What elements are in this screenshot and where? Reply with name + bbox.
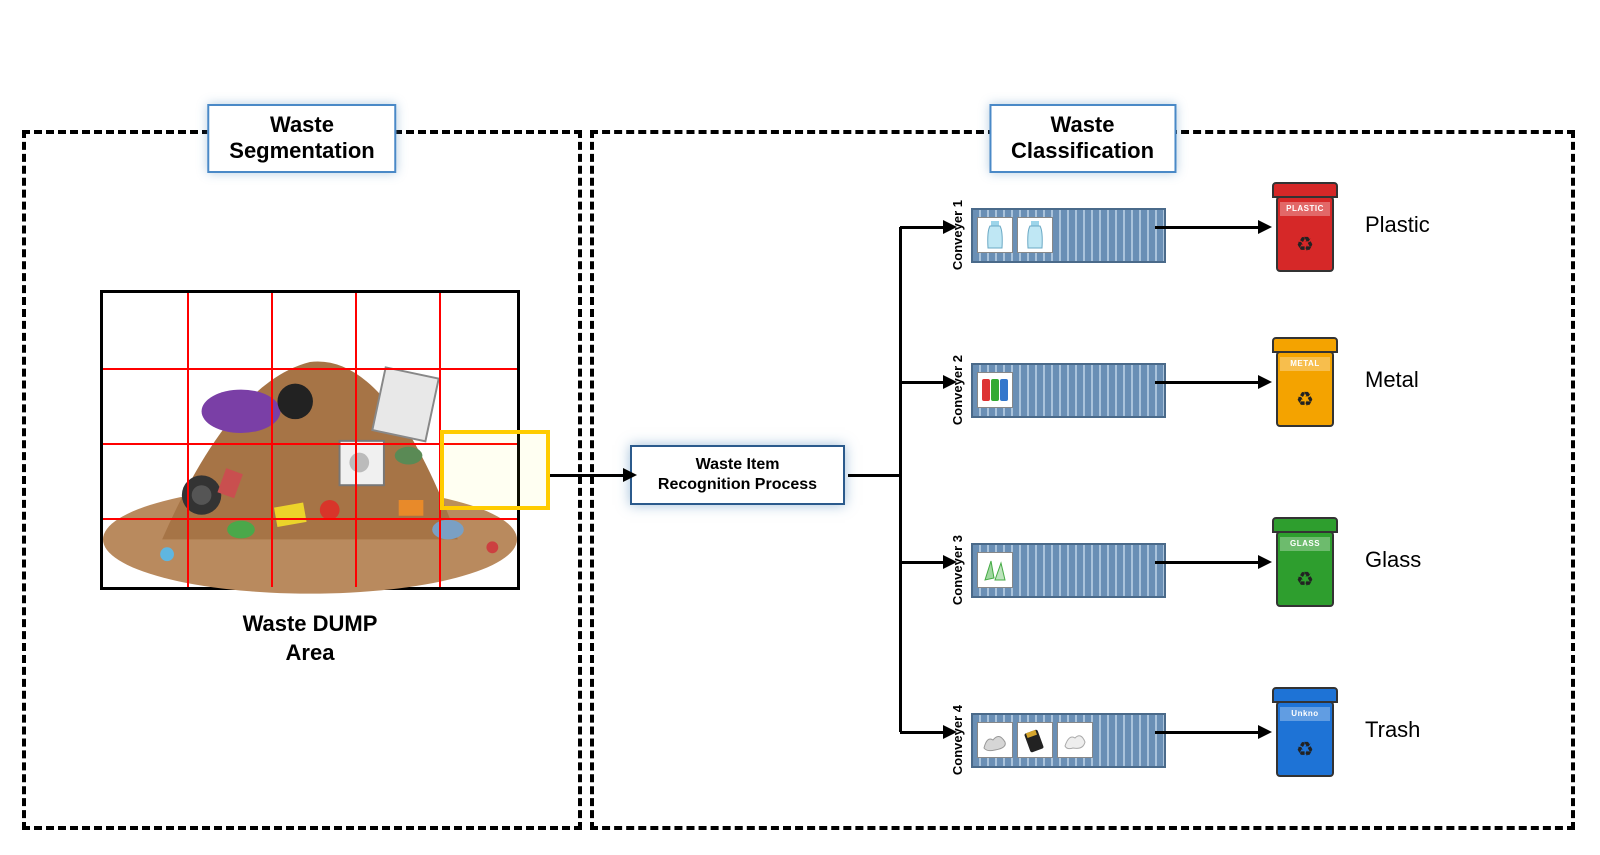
bin-tag: GLASS xyxy=(1280,537,1330,551)
conveyor-row: Conveyer 2 xyxy=(950,355,1166,425)
arrow-line xyxy=(550,474,625,477)
recycle-bin-plastic: PLASTIC ♻ xyxy=(1270,182,1340,272)
bin-tag: PLASTIC xyxy=(1280,202,1330,216)
arrow-head-icon xyxy=(943,725,957,739)
conveyor-label: Conveyer 3 xyxy=(950,535,965,605)
belt-item-bottle xyxy=(1017,217,1053,253)
arrow-head-icon xyxy=(943,555,957,569)
arrow-line xyxy=(900,731,945,734)
waste-dump-label: Waste DUMP Area xyxy=(220,610,400,667)
arrow-head-icon xyxy=(1258,725,1272,739)
bin-tag: Unkno xyxy=(1280,707,1330,721)
recycle-icon: ♻ xyxy=(1289,733,1321,765)
recognition-process-box: Waste Item Recognition Process xyxy=(630,445,845,505)
arrow-line xyxy=(900,561,945,564)
belt-item-bottle xyxy=(977,217,1013,253)
belt-item-battery xyxy=(1017,722,1053,758)
classification-title: Waste Classification xyxy=(989,104,1176,173)
bin-label: Plastic xyxy=(1365,212,1430,238)
bin-label: Trash xyxy=(1365,717,1420,743)
conveyor-label: Conveyer 2 xyxy=(950,355,965,425)
conveyor-label: Conveyer 1 xyxy=(950,200,965,270)
conveyor-row: Conveyer 3 xyxy=(950,535,1166,605)
belt-item-cans xyxy=(977,372,1013,408)
arrow-head-icon xyxy=(1258,555,1272,569)
arrow-line xyxy=(1155,381,1260,384)
bin-label: Glass xyxy=(1365,547,1421,573)
conveyor-row: Conveyer 4 xyxy=(950,705,1166,775)
conveyor-belt xyxy=(971,363,1166,418)
conveyor-row: Conveyer 1 xyxy=(950,200,1166,270)
recycle-icon: ♻ xyxy=(1289,383,1321,415)
grid-line-vertical xyxy=(355,293,357,587)
arrow-line xyxy=(900,226,945,229)
arrow-head-icon xyxy=(1258,220,1272,234)
arrow-line xyxy=(1155,561,1260,564)
bin-label: Metal xyxy=(1365,367,1419,393)
bin-tag: METAL xyxy=(1280,357,1330,371)
recycle-icon: ♻ xyxy=(1289,563,1321,595)
recycle-icon: ♻ xyxy=(1289,228,1321,260)
arrow-line xyxy=(848,474,900,477)
arrow-line xyxy=(899,227,902,732)
grid-line-horizontal xyxy=(103,368,517,370)
conveyor-belt xyxy=(971,543,1166,598)
recycle-bin-glass: GLASS ♻ xyxy=(1270,517,1340,607)
arrow-head-icon xyxy=(623,468,637,482)
conveyor-label: Conveyer 4 xyxy=(950,705,965,775)
conveyor-belt xyxy=(971,208,1166,263)
arrow-head-icon xyxy=(943,220,957,234)
arrow-head-icon xyxy=(1258,375,1272,389)
selected-grid-cell xyxy=(440,430,550,510)
grid-line-vertical xyxy=(271,293,273,587)
conveyor-belt xyxy=(971,713,1166,768)
grid-line-horizontal xyxy=(103,518,517,520)
arrow-line xyxy=(900,381,945,384)
recycle-bin-metal: METAL ♻ xyxy=(1270,337,1340,427)
segmentation-title: Waste Segmentation xyxy=(207,104,396,173)
recycle-bin-trash: Unkno ♻ xyxy=(1270,687,1340,777)
arrow-head-icon xyxy=(943,375,957,389)
arrow-line xyxy=(1155,226,1260,229)
belt-item-scrap xyxy=(977,722,1013,758)
grid-line-vertical xyxy=(187,293,189,587)
arrow-line xyxy=(1155,731,1260,734)
belt-item-glass xyxy=(977,552,1013,588)
belt-item-paper xyxy=(1057,722,1093,758)
